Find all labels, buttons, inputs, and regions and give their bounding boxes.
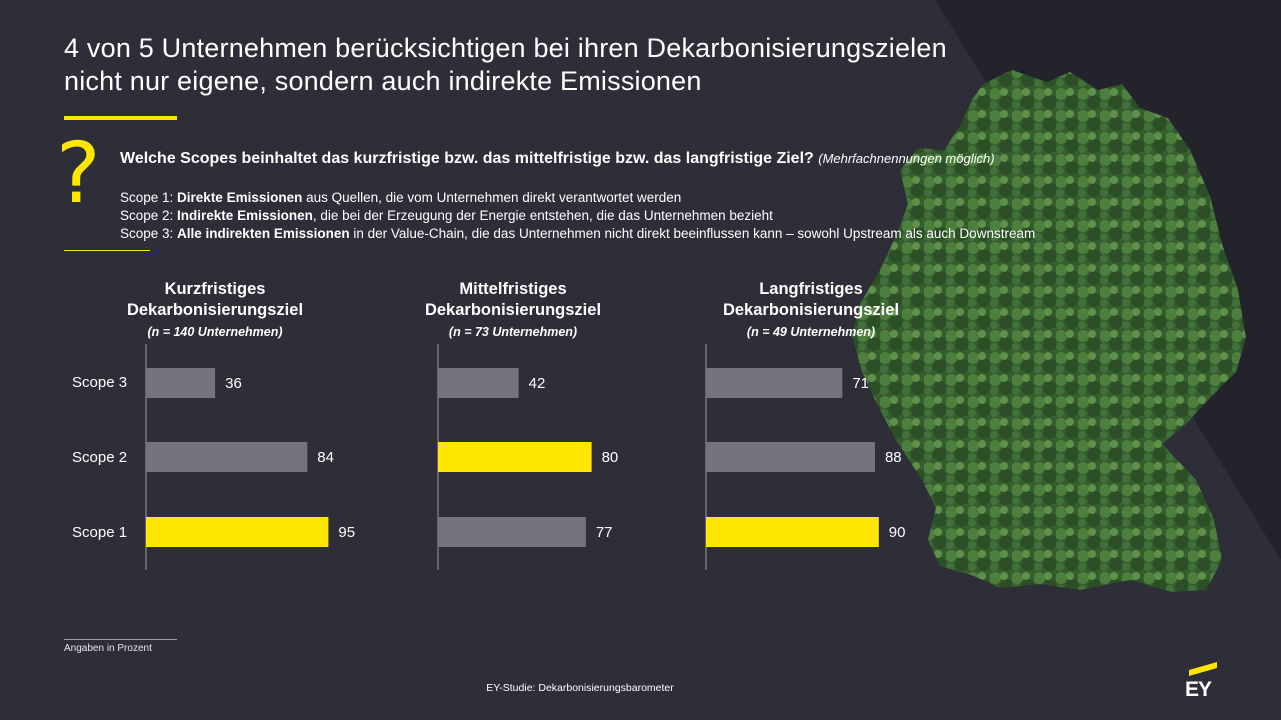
scope-definition-1: Scope 1: Direkte Emissionen aus Quellen,… <box>120 190 682 205</box>
category-label-scope-3: Scope 3 <box>72 374 128 391</box>
question-mark-icon: ? <box>56 124 101 222</box>
question-divider <box>64 250 150 251</box>
chart-3-value-scope-2: 88 <box>885 449 902 466</box>
chart-2-bar-scope-3 <box>438 368 519 398</box>
chart-3-value-scope-3: 71 <box>852 375 869 392</box>
scope-definition-3: Scope 3: Alle indirekten Emissionen in d… <box>120 226 1036 241</box>
chart-1-value-scope-2: 84 <box>317 449 334 466</box>
title-underline <box>64 116 177 120</box>
chart-2-bar-scope-2 <box>438 442 592 472</box>
category-label-scope-2: Scope 2 <box>72 449 128 466</box>
ey-logo-text: EY <box>1185 678 1212 701</box>
chart-2-bar-scope-1 <box>438 517 586 547</box>
chart-1-value-scope-3: 36 <box>225 375 242 392</box>
survey-question: Welche Scopes beinhaltet das kurzfristig… <box>120 150 995 168</box>
footnote: Angaben in Prozent <box>64 643 152 654</box>
chart-3-value-scope-1: 90 <box>889 524 906 541</box>
question-note: (Mehrfachnennungen möglich) <box>818 151 995 166</box>
chart-1-bar-scope-1 <box>146 517 329 547</box>
germany-map <box>852 70 1246 592</box>
chart-3-bar-scope-3 <box>706 368 843 398</box>
chart-1-bar-scope-3 <box>146 368 216 398</box>
chart-1-bar-scope-2 <box>146 442 308 472</box>
chart-2-heading: Mittelfristiges Dekarbonisierungsziel (n… <box>383 279 643 343</box>
chart-2-sample-size: (n = 73 Unternehmen) <box>448 325 578 339</box>
chart-2-value-scope-3: 42 <box>529 375 546 392</box>
page-title: 4 von 5 Unternehmen berücksichtigen bei … <box>64 32 1064 98</box>
ey-logo: EY <box>1183 661 1223 702</box>
scope-definition-2: Scope 2: Indirekte Emissionen, die bei d… <box>120 208 773 223</box>
question-text: Welche Scopes beinhaltet das kurzfristig… <box>120 150 814 167</box>
chart-1-value-scope-1: 95 <box>338 524 355 541</box>
chart-1-heading: Kurzfristiges Dekarbonisierungsziel (n =… <box>85 279 345 343</box>
chart-1-sample-size: (n = 140 Unternehmen) <box>147 325 283 339</box>
chart-2-value-scope-1: 77 <box>596 524 613 541</box>
chart-2-value-scope-2: 80 <box>602 449 619 466</box>
source-note: EY-Studie: Dekarbonisierungsbarometer <box>486 682 674 694</box>
title-line-2: nicht nur eigene, sondern auch indirekte… <box>64 66 702 96</box>
chart-3-heading: Langfristiges Dekarbonisierungsziel (n =… <box>681 279 941 343</box>
chart-3-sample-size: (n = 49 Unternehmen) <box>746 325 876 339</box>
footnote-divider <box>64 639 177 640</box>
chart-3-bar-scope-2 <box>706 442 875 472</box>
chart-3-bar-scope-1 <box>706 517 879 547</box>
title-line-1: 4 von 5 Unternehmen berücksichtigen bei … <box>64 33 947 63</box>
category-label-scope-1: Scope 1 <box>72 524 128 541</box>
